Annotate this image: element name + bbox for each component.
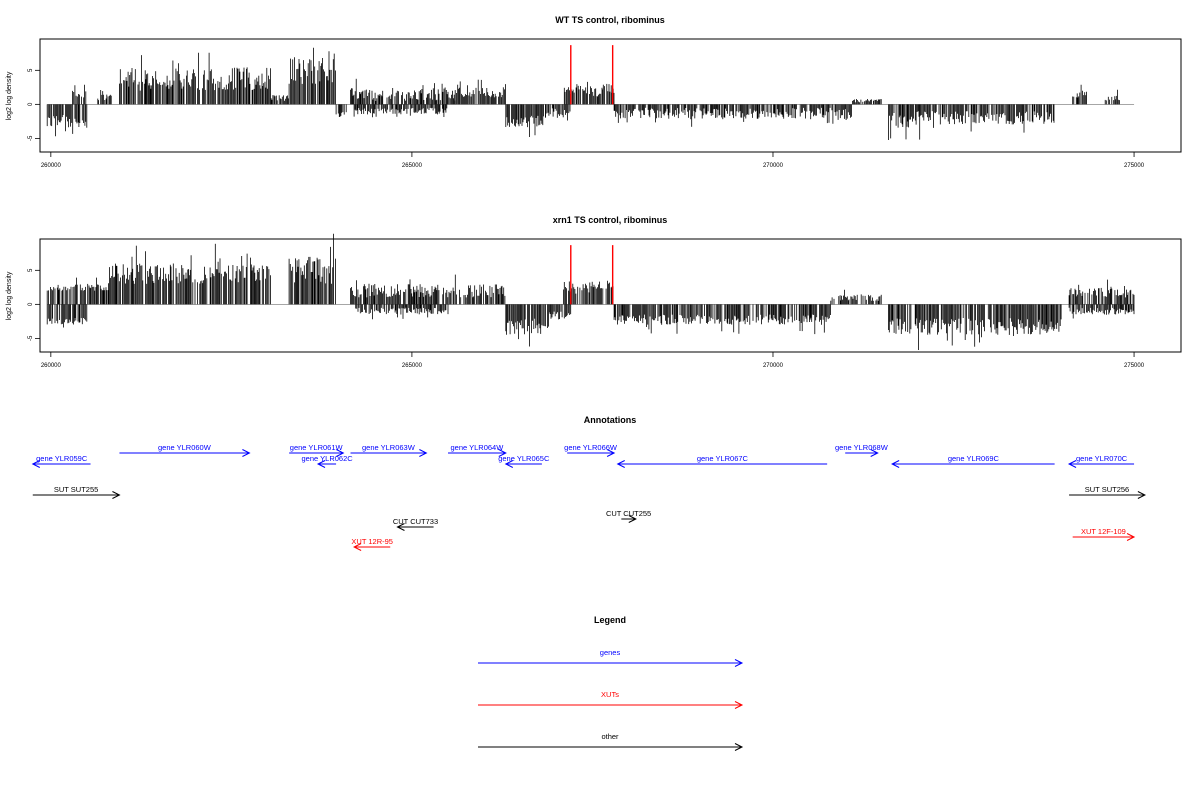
annotation-arrow	[504, 460, 542, 468]
annotation-arrow	[32, 491, 121, 499]
annotation-arrow	[567, 449, 616, 457]
annotation-label: gene YLR061W	[290, 443, 344, 452]
xrn1-coverage-panel: xrn1 TS control, ribominus log2 log dens…	[6, 215, 1182, 369]
annotation-arrow	[1067, 460, 1135, 468]
annotation-arrow	[621, 515, 637, 523]
legend-arrow	[478, 659, 744, 667]
annotation-arrow	[316, 460, 337, 468]
annotations-title: Annotations	[584, 415, 637, 425]
legend-label: XUTs	[601, 690, 619, 699]
y-axis-label: log2 log density	[6, 71, 13, 120]
legend-arrow	[478, 743, 744, 751]
annotation-label: gene YLR063W	[362, 443, 416, 452]
annotation-label: gene YLR062C	[302, 454, 354, 463]
annotation-label: XUT 12R-95	[351, 537, 393, 546]
legend-title: Legend	[594, 615, 626, 625]
annotation-arrow	[289, 449, 345, 457]
y-tick-label: 5	[28, 68, 34, 72]
annotation-arrow	[350, 449, 428, 457]
annotation-label: gene YLR065C	[498, 454, 550, 463]
y-tick-label: 0	[28, 102, 34, 106]
y-axis: -5 0 5	[28, 268, 40, 341]
annotation-arrow	[396, 523, 434, 531]
legend-panel: Legend genes XUTs other	[478, 615, 744, 751]
y-axis: -5 0 5	[28, 68, 40, 141]
annotation-label: gene YLR060W	[158, 443, 212, 452]
annotation-label: CUT CUT255	[606, 509, 651, 518]
x-tick-label: 265000	[402, 163, 423, 169]
annotation-arrow	[1072, 533, 1136, 541]
legend-label: other	[601, 732, 619, 741]
legend-label: genes	[600, 648, 621, 657]
annotation-label: gene YLR066W	[564, 443, 618, 452]
x-tick-label: 260000	[41, 163, 62, 169]
x-axis: 260000 265000 270000 275000	[41, 351, 1145, 369]
annotation-label: SUT SUT255	[54, 485, 98, 494]
y-axis-label: log2 log density	[6, 271, 13, 320]
x-tick-label: 265000	[402, 363, 423, 369]
x-axis: 260000 265000 270000 275000	[41, 151, 1145, 169]
annotation-label: gene YLR069C	[948, 454, 1000, 463]
annotation-arrow	[1069, 491, 1147, 499]
y-tick-label: 5	[28, 268, 34, 272]
annotation-label: SUT SUT256	[1085, 485, 1129, 494]
annotation-arrow	[891, 460, 1055, 468]
annotation-arrow	[31, 460, 91, 468]
annotation-label: gene YLR068W	[835, 443, 889, 452]
panel-title: WT TS control, ribominus	[555, 15, 665, 25]
annotation-arrow	[448, 449, 507, 457]
x-tick-label: 270000	[763, 363, 784, 369]
coverage-bars	[46, 233, 1135, 350]
annotation-label: gene YLR070C	[1076, 454, 1128, 463]
legend-arrow	[478, 701, 744, 709]
annotation-features: gene YLR059C gene YLR060W gene YLR061W gene…	[31, 443, 1147, 551]
annotation-label: XUT 12F-109	[1081, 527, 1126, 536]
annotation-arrow	[353, 543, 391, 551]
annotation-label: gene YLR059C	[36, 454, 88, 463]
x-tick-label: 260000	[41, 363, 62, 369]
annotation-arrow	[845, 449, 879, 457]
annotation-arrow	[616, 460, 828, 468]
x-tick-label: 270000	[763, 163, 784, 169]
legend-entries: genes XUTs other	[478, 648, 744, 751]
wt-coverage-panel: WT TS control, ribominus log2 log densit…	[6, 15, 1182, 169]
x-tick-label: 275000	[1124, 163, 1145, 169]
coverage-bars	[46, 45, 1135, 140]
annotation-label: CUT CUT733	[393, 517, 438, 526]
y-tick-label: -5	[28, 335, 34, 341]
annotation-arrow	[119, 449, 251, 457]
x-tick-label: 275000	[1124, 363, 1145, 369]
annotation-label: gene YLR067C	[697, 454, 749, 463]
y-tick-label: 0	[28, 302, 34, 306]
panel-title: xrn1 TS control, ribominus	[553, 215, 668, 225]
annotation-label: gene YLR064W	[450, 443, 504, 452]
y-tick-label: -5	[28, 135, 34, 141]
